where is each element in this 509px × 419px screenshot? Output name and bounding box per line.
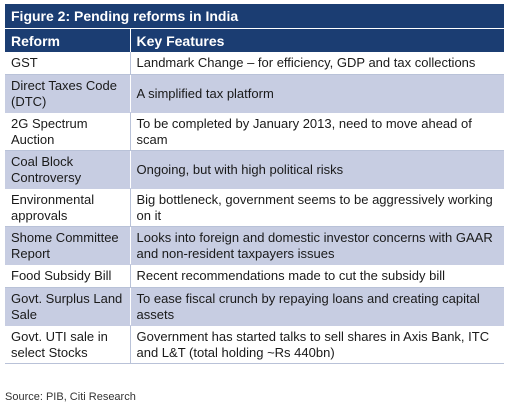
features-cell: Government has started talks to sell sha… bbox=[130, 325, 504, 364]
table-row: Coal Block Controversy Ongoing, but with… bbox=[5, 150, 504, 189]
features-cell: Landmark Change – for efficiency, GDP an… bbox=[130, 52, 504, 75]
reform-cell: Govt. Surplus Land Sale bbox=[5, 287, 131, 326]
table-row: Govt. UTI sale in select Stocks Governme… bbox=[5, 325, 504, 364]
features-cell: To be completed by January 2013, need to… bbox=[130, 112, 504, 151]
table-row: Shome Committee Report Looks into foreig… bbox=[5, 226, 504, 265]
source-note: Source: PIB, Citi Research bbox=[5, 391, 136, 403]
table-row: GST Landmark Change – for efficiency, GD… bbox=[5, 52, 504, 75]
reform-cell: Food Subsidy Bill bbox=[5, 264, 131, 288]
table-header-row: Reform Key Features bbox=[5, 29, 504, 52]
reform-cell: Shome Committee Report bbox=[5, 226, 131, 265]
features-cell: Ongoing, but with high political risks bbox=[130, 150, 504, 189]
table-row: 2G Spectrum Auction To be completed by J… bbox=[5, 112, 504, 151]
table-row: Govt. Surplus Land Sale To ease fiscal c… bbox=[5, 287, 504, 326]
reform-cell: 2G Spectrum Auction bbox=[5, 112, 131, 151]
column-header-key-features: Key Features bbox=[130, 29, 504, 52]
table-row: Environmental approvals Big bottleneck, … bbox=[5, 188, 504, 227]
reforms-table: Reform Key Features GST Landmark Change … bbox=[5, 29, 504, 364]
features-cell: A simplified tax platform bbox=[130, 74, 504, 113]
column-header-reform: Reform bbox=[5, 29, 131, 52]
reform-cell: Coal Block Controversy bbox=[5, 150, 131, 189]
reforms-figure: Figure 2: Pending reforms in India Refor… bbox=[5, 4, 504, 364]
figure-title: Figure 2: Pending reforms in India bbox=[5, 4, 504, 29]
features-cell: Big bottleneck, government seems to be a… bbox=[130, 188, 504, 227]
reform-cell: Environmental approvals bbox=[5, 188, 131, 227]
table-row: Food Subsidy Bill Recent recommendations… bbox=[5, 264, 504, 288]
table-row: Direct Taxes Code (DTC) A simplified tax… bbox=[5, 74, 504, 113]
reform-cell: Direct Taxes Code (DTC) bbox=[5, 74, 131, 113]
features-cell: Looks into foreign and domestic investor… bbox=[130, 226, 504, 265]
features-cell: Recent recommendations made to cut the s… bbox=[130, 264, 504, 288]
features-cell: To ease fiscal crunch by repaying loans … bbox=[130, 287, 504, 326]
reform-cell: Govt. UTI sale in select Stocks bbox=[5, 325, 131, 364]
reform-cell: GST bbox=[5, 52, 131, 75]
